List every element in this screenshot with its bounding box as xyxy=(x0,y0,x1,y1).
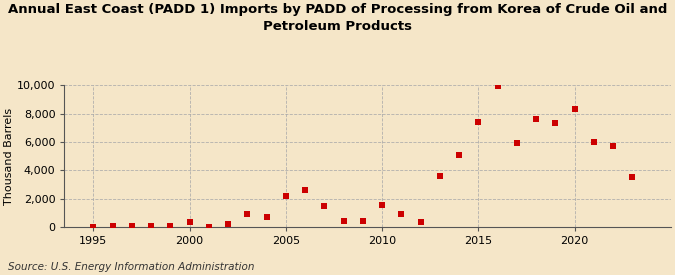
Point xyxy=(473,120,484,124)
Point xyxy=(589,140,599,144)
Text: Annual East Coast (PADD 1) Imports by PADD of Processing from Korea of Crude Oil: Annual East Coast (PADD 1) Imports by PA… xyxy=(8,3,667,33)
Point xyxy=(146,224,157,228)
Point xyxy=(300,188,310,192)
Point xyxy=(261,215,272,219)
Point xyxy=(435,174,446,178)
Point xyxy=(338,218,349,223)
Point xyxy=(242,212,252,216)
Point xyxy=(627,175,638,180)
Point xyxy=(126,224,137,229)
Y-axis label: Thousand Barrels: Thousand Barrels xyxy=(4,108,14,205)
Text: Source: U.S. Energy Information Administration: Source: U.S. Energy Information Administ… xyxy=(8,262,254,272)
Point xyxy=(319,204,330,208)
Point xyxy=(88,225,99,229)
Point xyxy=(165,224,176,229)
Point xyxy=(184,220,195,224)
Point xyxy=(512,141,522,145)
Point xyxy=(454,153,464,157)
Point xyxy=(396,212,407,216)
Point xyxy=(107,224,118,229)
Point xyxy=(569,107,580,111)
Point xyxy=(531,117,541,122)
Point xyxy=(358,218,369,223)
Point xyxy=(377,203,387,207)
Point xyxy=(608,144,618,148)
Point xyxy=(415,220,426,224)
Point xyxy=(203,225,214,229)
Point xyxy=(492,84,503,88)
Point xyxy=(550,121,561,126)
Point xyxy=(280,194,291,198)
Point xyxy=(223,221,234,226)
